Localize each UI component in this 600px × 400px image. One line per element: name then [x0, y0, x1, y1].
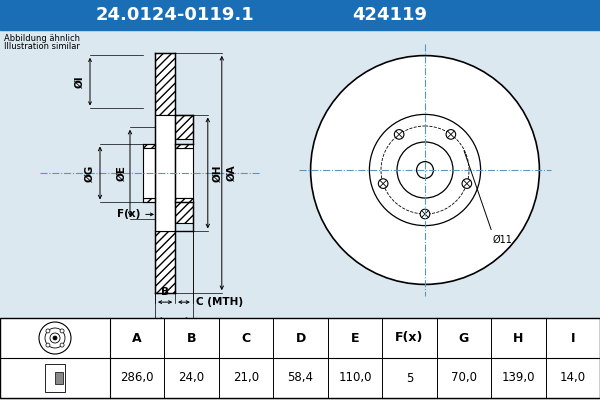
Text: C (MTH): C (MTH)	[196, 297, 243, 307]
Circle shape	[416, 162, 433, 178]
Text: 70,0: 70,0	[451, 372, 477, 384]
Text: Ø11: Ø11	[464, 151, 513, 245]
Text: F(x): F(x)	[116, 210, 140, 219]
Bar	[143, 148, 155, 198]
Bar	[175, 198, 193, 223]
Circle shape	[53, 336, 57, 340]
Circle shape	[397, 142, 453, 198]
Text: 110,0: 110,0	[338, 372, 372, 384]
Text: 21,0: 21,0	[233, 372, 259, 384]
Bar	[0, 318, 600, 398]
Text: ØI: ØI	[75, 75, 85, 88]
Bar	[175, 148, 193, 198]
Circle shape	[46, 343, 50, 347]
Circle shape	[370, 114, 481, 226]
Text: 24.0124-0119.1: 24.0124-0119.1	[95, 6, 254, 24]
Bar	[55, 372, 63, 384]
Bar	[143, 144, 155, 148]
Text: C: C	[242, 332, 251, 344]
Text: ØA: ØA	[227, 165, 237, 181]
Bar	[175, 115, 193, 139]
Text: G: G	[459, 332, 469, 344]
Circle shape	[420, 209, 430, 219]
Text: ØH: ØH	[213, 164, 223, 182]
Circle shape	[394, 130, 404, 139]
Text: E: E	[351, 332, 359, 344]
Circle shape	[45, 328, 65, 348]
Bar	[155, 53, 175, 115]
Text: I: I	[571, 332, 575, 344]
Text: Abbildung ähnlich: Abbildung ähnlich	[4, 34, 80, 43]
Circle shape	[311, 56, 539, 284]
Circle shape	[446, 130, 455, 139]
Text: B: B	[161, 287, 169, 297]
Circle shape	[60, 329, 64, 333]
Circle shape	[50, 333, 60, 343]
Circle shape	[462, 179, 472, 188]
Text: A: A	[133, 332, 142, 344]
Text: B: B	[187, 332, 196, 344]
Circle shape	[379, 179, 388, 188]
Bar	[155, 115, 175, 231]
Bar	[155, 231, 175, 293]
Text: 139,0: 139,0	[502, 372, 535, 384]
Circle shape	[60, 343, 64, 347]
Text: 286,0: 286,0	[121, 372, 154, 384]
Text: 58,4: 58,4	[287, 372, 314, 384]
Text: D: D	[170, 323, 178, 333]
Text: 14,0: 14,0	[560, 372, 586, 384]
Text: Illustration similar: Illustration similar	[4, 42, 80, 51]
Text: H: H	[513, 332, 524, 344]
Circle shape	[46, 329, 50, 333]
Bar	[175, 198, 193, 202]
Bar	[143, 198, 155, 202]
Text: D: D	[295, 332, 305, 344]
Bar	[175, 144, 193, 148]
Text: 424119: 424119	[353, 6, 427, 24]
Bar	[45, 364, 65, 392]
Text: ØG: ØG	[85, 164, 95, 182]
Text: F(x): F(x)	[395, 332, 424, 344]
Text: 5: 5	[406, 372, 413, 384]
Text: ØE: ØE	[117, 165, 127, 181]
Circle shape	[39, 322, 71, 354]
Circle shape	[311, 56, 539, 284]
Bar	[0, 0, 600, 30]
Text: 24,0: 24,0	[179, 372, 205, 384]
